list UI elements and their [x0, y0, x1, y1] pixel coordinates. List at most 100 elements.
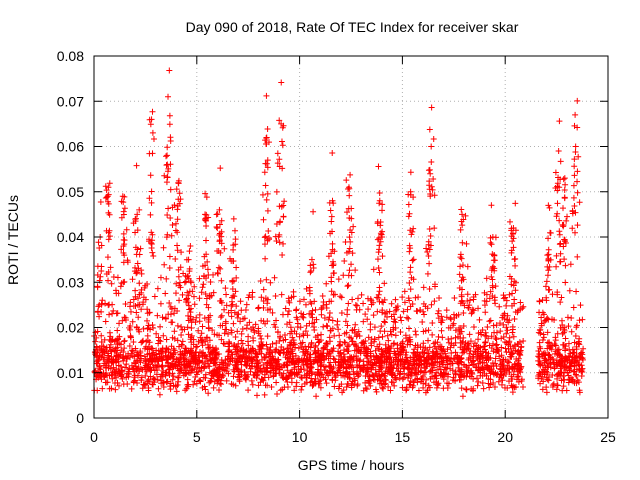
data-point: [264, 345, 271, 352]
data-point: [185, 356, 192, 363]
data-point: [233, 364, 240, 371]
x-tick-label: 0: [90, 429, 98, 445]
data-point: [204, 258, 211, 265]
data-point: [348, 334, 355, 341]
data-point: [450, 374, 457, 381]
data-point: [415, 294, 422, 301]
data-point: [448, 350, 455, 357]
data-point: [263, 351, 270, 358]
data-point: [329, 376, 336, 383]
data-point: [549, 383, 556, 390]
data-point: [443, 353, 450, 360]
data-point: [196, 318, 203, 325]
data-point: [284, 354, 291, 361]
data-point: [202, 237, 209, 244]
data-point: [263, 134, 270, 141]
data-point: [98, 300, 105, 307]
data-point: [565, 323, 572, 330]
data-point: [216, 221, 223, 228]
data-point: [540, 334, 547, 341]
data-point: [229, 301, 236, 308]
data-point: [307, 351, 314, 358]
data-point: [192, 374, 199, 381]
data-point: [146, 339, 153, 346]
data-point: [204, 266, 211, 273]
data-point: [205, 271, 212, 278]
data-point: [554, 330, 561, 337]
data-point: [405, 295, 412, 302]
data-point: [345, 205, 352, 212]
data-point: [114, 274, 121, 281]
data-point: [139, 385, 146, 392]
data-point: [375, 291, 382, 298]
data-point: [221, 341, 228, 348]
data-point: [543, 374, 550, 381]
data-point: [434, 339, 441, 346]
data-point: [273, 317, 280, 324]
data-point: [553, 213, 560, 220]
data-point: [166, 300, 173, 307]
data-point: [243, 373, 250, 380]
data-point: [541, 357, 548, 364]
data-point: [375, 249, 382, 256]
data-point: [342, 318, 349, 325]
data-point: [217, 265, 224, 272]
data-point: [419, 319, 426, 326]
data-point: [545, 246, 552, 253]
data-point: [269, 309, 276, 316]
data-point: [447, 315, 454, 322]
data-point: [431, 225, 438, 232]
data-point: [435, 307, 442, 314]
data-point: [303, 379, 310, 386]
data-point: [358, 291, 365, 298]
data-point: [176, 279, 183, 286]
data-point: [155, 385, 162, 392]
data-point: [112, 287, 119, 294]
data-point: [232, 348, 239, 355]
data-point: [163, 379, 170, 386]
data-point: [421, 349, 428, 356]
data-point: [165, 370, 172, 377]
data-point: [490, 257, 497, 264]
data-point: [556, 358, 563, 365]
data-point: [174, 381, 181, 388]
data-point: [96, 245, 103, 252]
data-point: [262, 182, 269, 189]
data-point: [497, 370, 504, 377]
data-point: [96, 313, 103, 320]
data-point: [106, 329, 113, 336]
data-point: [191, 283, 198, 290]
data-point: [571, 163, 578, 170]
data-point: [344, 283, 351, 290]
data-point: [287, 342, 294, 349]
data-point: [512, 255, 519, 262]
data-point: [120, 208, 127, 215]
data-point: [553, 263, 560, 270]
data-point: [360, 300, 367, 307]
data-point: [276, 338, 283, 345]
data-point: [574, 189, 581, 196]
data-point: [483, 355, 490, 362]
data-point: [276, 239, 283, 246]
data-point: [346, 234, 353, 241]
data-point: [567, 350, 574, 357]
data-point: [114, 327, 121, 334]
data-point: [119, 317, 126, 324]
data-point: [506, 291, 513, 298]
data-point: [379, 333, 386, 340]
data-point: [518, 376, 525, 383]
data-point: [268, 357, 275, 364]
data-point: [212, 359, 219, 366]
data-point: [382, 377, 389, 384]
data-point: [277, 333, 284, 340]
data-point: [483, 275, 490, 282]
data-point: [306, 284, 313, 291]
data-point: [379, 207, 386, 214]
data-point: [373, 388, 380, 395]
data-point: [491, 297, 498, 304]
data-point: [220, 340, 227, 347]
data-point: [228, 302, 235, 309]
data-point: [389, 371, 396, 378]
data-point: [233, 264, 240, 271]
data-point: [203, 335, 210, 342]
